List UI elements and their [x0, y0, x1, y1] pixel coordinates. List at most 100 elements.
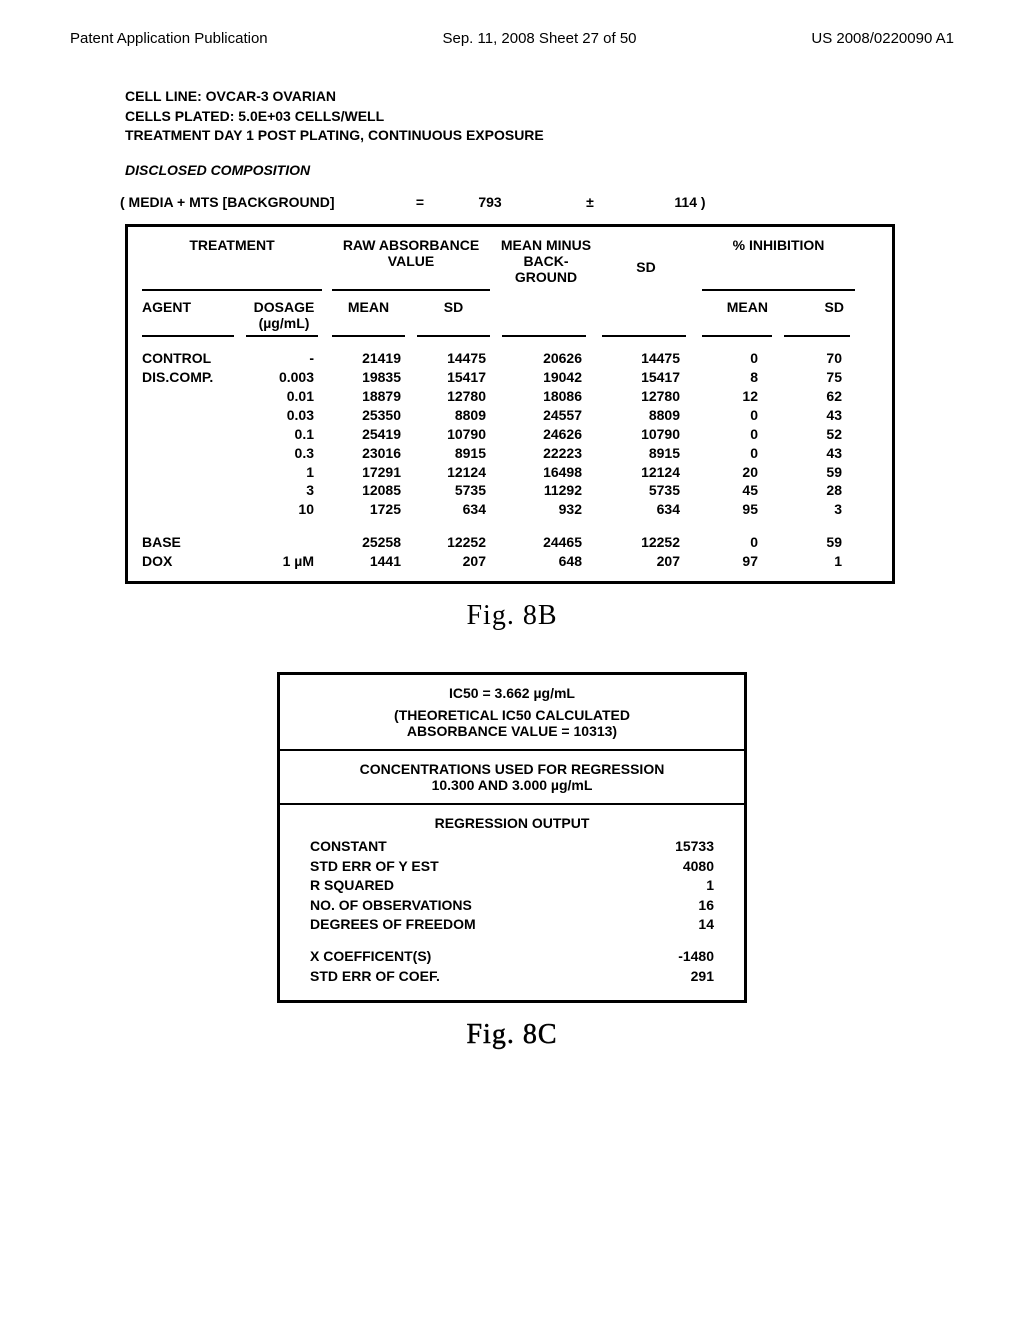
head-mmb: MEAN MINUS BACK-GROUND	[496, 235, 596, 287]
table-row: 0.01188791278018086127801262	[138, 387, 882, 406]
bg-val: 793	[440, 194, 540, 210]
meta-block: CELL LINE: OVCAR-3 OVARIAN CELLS PLATED:…	[125, 87, 974, 146]
cell-imean: 0	[696, 349, 778, 368]
table-row: 0.03253508809245578809043	[138, 406, 882, 425]
regression-row: NO. OF OBSERVATIONS16	[310, 896, 714, 916]
cell-sd2: 207	[596, 552, 696, 571]
cell-sd1: 14475	[411, 349, 496, 368]
head-spacer2	[596, 297, 696, 333]
cell-isd: 43	[778, 406, 860, 425]
cell-mmb: 11292	[496, 481, 596, 500]
head-mmb-text: MEAN MINUS BACK-GROUND	[500, 237, 592, 285]
cell-agent	[138, 481, 242, 500]
meta-line: CELLS PLATED: 5.0E+03 CELLS/WELL	[125, 107, 974, 127]
cell-sd2: 12124	[596, 463, 696, 482]
cell-agent: DOX	[138, 552, 242, 571]
reg-value: -1480	[634, 947, 714, 967]
cell-imean: 0	[696, 406, 778, 425]
table-row: DIS.COMP.0.00319835154171904215417875	[138, 368, 882, 387]
cell-imean: 0	[696, 444, 778, 463]
cell-agent	[138, 500, 242, 519]
regression-row: CONSTANT 15733	[310, 837, 714, 857]
head-sd1: SD	[411, 297, 496, 333]
cell-imean: 95	[696, 500, 778, 519]
cell-sd2: 12780	[596, 387, 696, 406]
cell-isd: 1	[778, 552, 860, 571]
figure-label-8c: Fig. 8C	[50, 1019, 974, 1051]
table-row: DOX1 µM1441207648207971	[138, 552, 882, 571]
cell-imean: 0	[696, 533, 778, 552]
conc-line1: CONCENTRATIONS USED FOR REGRESSION	[296, 761, 728, 777]
cell-mmb: 932	[496, 500, 596, 519]
reg-value: 15733	[634, 837, 714, 857]
head-imean: MEAN	[696, 297, 778, 333]
rule-row2	[138, 333, 882, 343]
regression-row: X COEFFICENT(S)-1480	[310, 947, 714, 967]
cell-agent	[138, 387, 242, 406]
theo-line2: ABSORBANCE VALUE = 10313)	[296, 723, 728, 739]
table1-header-row1: TREATMENT RAW ABSORBANCE VALUE MEAN MINU…	[138, 235, 882, 287]
cell-mean1: 17291	[326, 463, 411, 482]
cell-agent	[138, 425, 242, 444]
cell-mean1: 1725	[326, 500, 411, 519]
cell-mmb: 19042	[496, 368, 596, 387]
cell-imean: 8	[696, 368, 778, 387]
cell-isd: 43	[778, 444, 860, 463]
cell-imean: 45	[696, 481, 778, 500]
reg-label: CONSTANT	[310, 837, 387, 857]
cell-imean: 0	[696, 425, 778, 444]
head-spacer1	[496, 297, 596, 333]
cell-agent	[138, 406, 242, 425]
cell-sd1: 8809	[411, 406, 496, 425]
bg-eq: =	[400, 194, 440, 210]
page-header: Patent Application Publication Sep. 11, …	[50, 30, 974, 47]
cell-sd1: 10790	[411, 425, 496, 444]
reg-label: STD ERR OF Y EST	[310, 857, 439, 877]
bg-label: ( MEDIA + MTS [BACKGROUND]	[120, 194, 400, 210]
cell-mmb: 648	[496, 552, 596, 571]
table1-body1: CONTROL-21419144752062614475070DIS.COMP.…	[138, 349, 882, 519]
bg-sd: 114 )	[640, 194, 740, 210]
cell-sd1: 12252	[411, 533, 496, 552]
cell-sd2: 634	[596, 500, 696, 519]
regression-rows1: CONSTANT 15733 STD ERR OF Y EST 4080 R SQUAR…	[310, 837, 714, 935]
cell-agent: CONTROL	[138, 349, 242, 368]
theo-line1: (THEORETICAL IC50 CALCULATED	[296, 707, 728, 723]
cell-mean1: 12085	[326, 481, 411, 500]
cell-dosage: 3	[242, 481, 326, 500]
cell-sd1: 12124	[411, 463, 496, 482]
cell-isd: 28	[778, 481, 860, 500]
cell-sd1: 8915	[411, 444, 496, 463]
ic50-line: IC50 = 3.662 µg/mL	[296, 685, 728, 707]
cell-sd2: 10790	[596, 425, 696, 444]
reg-value: 16	[634, 896, 714, 916]
regout-title: REGRESSION OUTPUT	[310, 815, 714, 837]
cell-mean1: 25419	[326, 425, 411, 444]
table-row: CONTROL-21419144752062614475070	[138, 349, 882, 368]
head-isd: SD	[778, 297, 860, 333]
table-row: 1172911212416498121242059	[138, 463, 882, 482]
reg-label: STD ERR OF COEF.	[310, 967, 440, 987]
cell-sd2: 8809	[596, 406, 696, 425]
cell-mmb: 24557	[496, 406, 596, 425]
cell-dosage: -	[242, 349, 326, 368]
regression-row: STD ERR OF Y EST 4080	[310, 857, 714, 877]
reg-value: 4080	[634, 857, 714, 877]
cell-dosage: 0.1	[242, 425, 326, 444]
head-dosage-text: DOSAGE (µg/mL)	[246, 299, 322, 331]
head-mean1: MEAN	[326, 297, 411, 333]
head-agent: AGENT	[138, 297, 242, 333]
meta-line: TREATMENT DAY 1 POST PLATING, CONTINUOUS…	[125, 126, 974, 146]
table-row: BASE25258122522446512252059	[138, 533, 882, 552]
fig8c-text: Fig. 8C	[466, 1019, 557, 1050]
cell-sd2: 5735	[596, 481, 696, 500]
head-inh-text: % INHIBITION	[700, 237, 857, 253]
header-right: US 2008/0220090 A1	[811, 30, 954, 47]
reg-label: R SQUARED	[310, 876, 394, 896]
t2-regression-section: REGRESSION OUTPUT CONSTANT15733STD ERR O…	[280, 805, 744, 1000]
rule-row1	[138, 287, 882, 297]
cell-mean1: 18879	[326, 387, 411, 406]
cell-imean: 12	[696, 387, 778, 406]
cell-imean: 97	[696, 552, 778, 571]
cell-isd: 62	[778, 387, 860, 406]
